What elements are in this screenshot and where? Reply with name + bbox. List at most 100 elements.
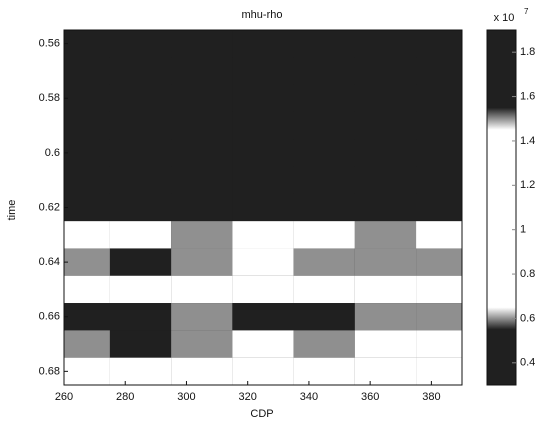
heatmap-cell [416,248,462,276]
heatmap-cell [232,357,294,385]
heatmap-cell [64,193,110,222]
heatmap-cell [171,57,233,85]
heatmap-cell [64,84,110,112]
heatmap-cell [354,357,417,385]
heatmap-cell [109,221,172,249]
heatmap-cell [416,193,462,222]
heatmap-cell [354,30,417,58]
heatmap-cell [354,166,417,194]
y-tick-label: 0.66 [39,311,60,323]
heatmap-cell [109,303,172,331]
heatmap-cell [293,84,355,112]
x-tick-label: 380 [422,391,440,403]
y-tick-label: 0.62 [39,201,60,213]
heatmap-cell [232,221,294,249]
heatmap-cell [416,330,462,358]
heatmap-cell [293,357,355,385]
heatmap-cell [232,193,294,222]
heatmap-cell [293,139,355,167]
heatmap-cell [171,139,233,167]
heatmap-cell [416,57,462,85]
heatmap-cell [109,193,172,222]
heatmap-cell [171,330,233,358]
heatmap-cell [232,303,294,331]
heatmap-cell [109,30,172,58]
x-axis-label: CDP [250,408,273,420]
colorbar-multiplier: x 10 [494,12,515,24]
heatmap-cell [354,221,417,249]
heatmap-cell [416,357,462,385]
colorbar-tick-label: 1.4 [520,135,535,147]
colorbar [486,29,517,386]
heatmap-cell [354,84,417,112]
colorbar-tick-label: 0.8 [520,268,535,280]
heatmap-cell [232,84,294,112]
colorbar-tick-label: 0.6 [520,312,535,324]
heatmap-cell [109,248,172,276]
heatmap-cell [416,84,462,112]
heatmap-cell [232,139,294,167]
heatmap-cell [354,275,417,304]
heatmap-cell [171,303,233,331]
heatmap-cell [416,139,462,167]
heatmap-cell [171,166,233,194]
y-axis-label: time [6,200,18,221]
y-tick-label: 0.56 [39,38,60,50]
y-tick-label: 0.64 [39,256,60,268]
y-tick-label: 0.6 [45,147,60,159]
heatmap-cell [64,139,110,167]
heatmap-cell [293,166,355,194]
heatmap-cell [171,357,233,385]
heatmap-cell [354,111,417,140]
colorbar-tick-label: 0.4 [520,357,535,369]
heatmap-cell [171,275,233,304]
heatmap-cell [64,248,110,276]
x-tick-label: 360 [361,391,379,403]
heatmap-cell [232,30,294,58]
heatmap-cell [354,139,417,167]
heatmap-cell [416,166,462,194]
heatmap-cell [171,193,233,222]
heatmap-cell [171,248,233,276]
y-tick-label: 0.58 [39,92,60,104]
heatmap-cell [293,57,355,85]
heatmap-cell [293,193,355,222]
heatmap-cell [293,111,355,140]
heatmap-cell [109,84,172,112]
colorbar-tick-label: 1.8 [520,46,535,58]
x-tick-label: 340 [300,391,318,403]
colorbar-tick-label: 1 [520,224,526,236]
heatmap-cell [293,275,355,304]
heatmap-cell [109,57,172,85]
heatmap-cell [293,30,355,58]
colorbar-tick-label: 1.6 [520,90,535,102]
heatmap-cell [64,330,110,358]
heatmap-cell [293,330,355,358]
x-tick-label: 260 [55,391,73,403]
heatmap-cell [354,330,417,358]
y-tick-label: 0.68 [39,365,60,377]
heatmap-cell [64,111,110,140]
heatmap-cell [109,357,172,385]
heatmap-cell [64,30,110,58]
heatmap-cell [109,111,172,140]
heatmap-cell [64,303,110,331]
heatmap-cell [109,275,172,304]
heatmap-cell [416,221,462,249]
heatmap-cell [354,193,417,222]
heatmap-cell [64,221,110,249]
heatmap-cell [64,166,110,194]
heatmap-cell [64,275,110,304]
heatmap-cell [354,248,417,276]
heatmap-cell [171,111,233,140]
heatmap-cell [293,303,355,331]
heatmap-cell [354,57,417,85]
heatmap-cell [109,330,172,358]
heatmap-cell [64,357,110,385]
heatmap-cell [232,330,294,358]
chart-title: mhu-rho [242,9,283,21]
heatmap-cell [232,166,294,194]
heatmap-cell [293,221,355,249]
heatmap-cell [109,139,172,167]
